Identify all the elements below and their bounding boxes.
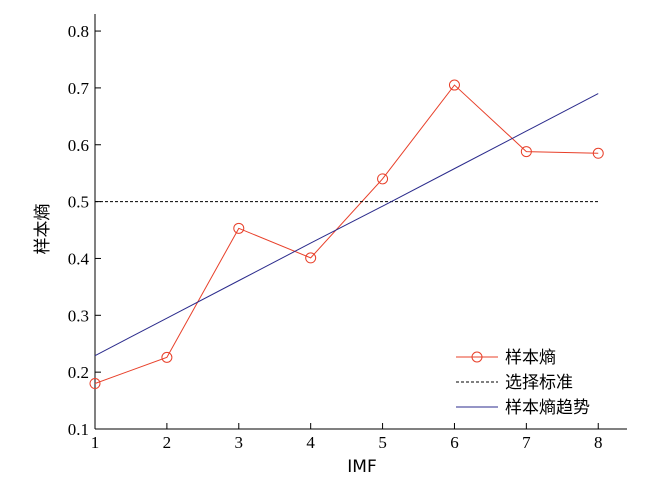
- x-tick-label: 5: [378, 433, 387, 452]
- x-tick-label: 4: [306, 433, 315, 452]
- y-tick-label: 0.7: [68, 79, 90, 98]
- x-axis: 1 2 3 4 5 6 7 8: [91, 423, 603, 452]
- legend-label-threshold: 选择标准: [505, 373, 573, 393]
- sample-entropy-point: [520, 146, 532, 158]
- plot-frame: [94, 14, 627, 430]
- sample-entropy-point: [448, 79, 460, 91]
- sample-entropy-line: [94, 84, 599, 384]
- y-axis-title: 样本熵: [33, 204, 53, 255]
- x-axis-title: IMF: [347, 457, 376, 477]
- legend: 样本熵 选择标准 样本熵趋势: [456, 348, 590, 418]
- sample-entropy-point: [592, 147, 604, 159]
- y-tick-label: 0.4: [68, 249, 90, 268]
- y-axis: 0.1 0.2 0.3 0.4 0.5 0.6 0.7 0.8: [68, 22, 101, 439]
- series-layer: [89, 79, 604, 390]
- sample-entropy-point: [305, 252, 317, 264]
- y-tick-label: 0.8: [68, 22, 89, 41]
- sample-entropy-point: [89, 378, 101, 390]
- sample-entropy-point: [233, 222, 245, 234]
- legend-marker-circle: [471, 351, 483, 363]
- x-tick-label: 3: [235, 433, 244, 452]
- sample-entropy-point: [161, 351, 173, 363]
- y-tick-label: 0.2: [68, 363, 89, 382]
- y-tick-label: 0.1: [68, 420, 89, 439]
- sample-entropy-point: [377, 173, 389, 185]
- legend-label-sample-entropy: 样本熵: [505, 348, 556, 368]
- trend-line: [94, 93, 599, 357]
- y-tick-label: 0.5: [68, 193, 89, 212]
- x-tick-label: 7: [522, 433, 531, 452]
- legend-label-trend: 样本熵趋势: [505, 398, 590, 418]
- x-tick-label: 6: [450, 433, 459, 452]
- y-tick-label: 0.6: [68, 136, 89, 155]
- y-tick-label: 0.3: [68, 306, 89, 325]
- x-tick-label: 8: [594, 433, 603, 452]
- x-tick-label: 2: [163, 433, 172, 452]
- x-tick-label: 1: [91, 433, 100, 452]
